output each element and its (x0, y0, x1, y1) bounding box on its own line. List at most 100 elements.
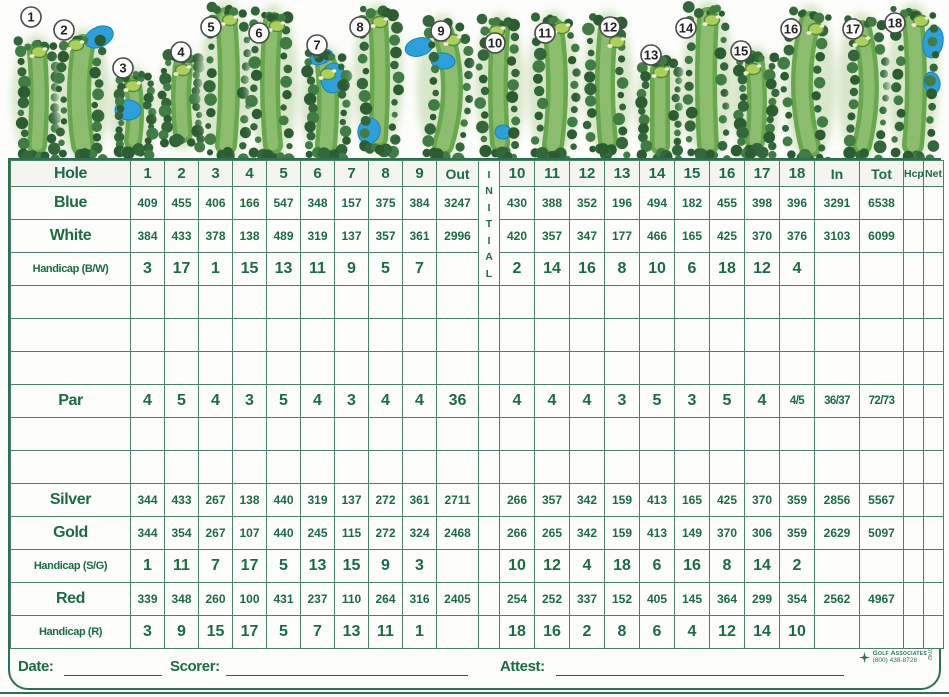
score-cell[interactable] (402, 351, 437, 385)
out-cell[interactable] (436, 549, 479, 583)
score-cell[interactable] (499, 417, 535, 451)
score-cell[interactable] (744, 318, 780, 352)
score-cell[interactable] (744, 351, 780, 385)
score-cell[interactable] (232, 417, 267, 451)
tot-cell[interactable] (859, 285, 904, 319)
initial-cell[interactable] (478, 384, 500, 418)
score-cell[interactable] (266, 285, 301, 319)
score-cell[interactable] (499, 318, 535, 352)
score-cell[interactable] (334, 417, 369, 451)
scorer-line[interactable] (226, 675, 468, 676)
score-cell[interactable] (266, 450, 301, 484)
score-cell[interactable] (334, 450, 369, 484)
score-cell[interactable] (164, 450, 199, 484)
player-name-cell[interactable] (10, 318, 131, 352)
score-cell[interactable] (402, 450, 437, 484)
player-name-cell[interactable] (10, 351, 131, 385)
net-cell[interactable] (923, 450, 944, 484)
score-cell[interactable] (368, 450, 403, 484)
score-cell[interactable] (604, 285, 640, 319)
net-cell[interactable] (923, 582, 944, 616)
score-cell[interactable] (569, 417, 605, 451)
score-cell[interactable] (130, 318, 165, 352)
score-cell[interactable] (334, 351, 369, 385)
hcp-cell[interactable] (903, 615, 924, 649)
score-cell[interactable] (569, 285, 605, 319)
in-cell[interactable] (814, 615, 860, 649)
score-cell[interactable] (232, 351, 267, 385)
hcp-cell[interactable] (903, 351, 924, 385)
score-cell[interactable] (402, 318, 437, 352)
hcp-cell[interactable] (903, 219, 924, 253)
player-name-cell[interactable] (10, 450, 131, 484)
score-cell[interactable] (266, 351, 301, 385)
tot-cell[interactable] (859, 318, 904, 352)
hcp-cell[interactable] (903, 549, 924, 583)
score-cell[interactable] (604, 450, 640, 484)
net-cell[interactable] (923, 318, 944, 352)
score-cell[interactable] (779, 318, 815, 352)
in-cell[interactable] (814, 318, 860, 352)
hcp-cell[interactable] (903, 582, 924, 616)
net-cell[interactable] (923, 351, 944, 385)
score-cell[interactable] (534, 285, 570, 319)
score-cell[interactable] (779, 417, 815, 451)
score-cell[interactable] (534, 417, 570, 451)
in-cell[interactable] (814, 351, 860, 385)
score-cell[interactable] (232, 318, 267, 352)
score-cell[interactable] (198, 318, 233, 352)
score-cell[interactable] (639, 285, 675, 319)
hcp-cell[interactable] (903, 483, 924, 517)
score-cell[interactable] (130, 285, 165, 319)
initial-cell[interactable] (478, 615, 500, 649)
player-name-cell[interactable] (10, 417, 131, 451)
net-cell[interactable] (923, 516, 944, 550)
hcp-cell[interactable] (903, 516, 924, 550)
out-cell[interactable] (436, 417, 479, 451)
hcp-cell[interactable] (903, 285, 924, 319)
score-cell[interactable] (604, 417, 640, 451)
score-cell[interactable] (639, 417, 675, 451)
score-cell[interactable] (604, 318, 640, 352)
score-cell[interactable] (232, 285, 267, 319)
score-cell[interactable] (266, 318, 301, 352)
initial-cell[interactable] (478, 516, 500, 550)
score-cell[interactable] (300, 450, 335, 484)
in-cell[interactable] (814, 285, 860, 319)
score-cell[interactable] (232, 450, 267, 484)
score-cell[interactable] (368, 417, 403, 451)
score-cell[interactable] (368, 351, 403, 385)
out-cell[interactable] (436, 615, 479, 649)
score-cell[interactable] (300, 417, 335, 451)
net-cell[interactable] (923, 219, 944, 253)
score-cell[interactable] (198, 417, 233, 451)
net-cell[interactable] (923, 252, 944, 286)
score-cell[interactable] (334, 318, 369, 352)
in-cell[interactable] (814, 450, 860, 484)
score-cell[interactable] (674, 285, 710, 319)
tot-cell[interactable] (859, 351, 904, 385)
score-cell[interactable] (300, 285, 335, 319)
out-cell[interactable] (436, 318, 479, 352)
score-cell[interactable] (744, 450, 780, 484)
score-cell[interactable] (198, 450, 233, 484)
attest-line[interactable] (556, 675, 844, 676)
score-cell[interactable] (779, 285, 815, 319)
hcp-cell[interactable] (903, 450, 924, 484)
hcp-cell[interactable] (903, 417, 924, 451)
net-cell[interactable] (923, 615, 944, 649)
out-cell[interactable] (436, 285, 479, 319)
score-cell[interactable] (198, 351, 233, 385)
player-name-cell[interactable] (10, 285, 131, 319)
tot-cell[interactable] (859, 450, 904, 484)
initial-cell[interactable] (478, 351, 500, 385)
score-cell[interactable] (164, 351, 199, 385)
score-cell[interactable] (300, 351, 335, 385)
score-cell[interactable] (709, 351, 745, 385)
net-cell[interactable] (923, 549, 944, 583)
score-cell[interactable] (534, 351, 570, 385)
out-cell[interactable] (436, 351, 479, 385)
tot-cell[interactable] (859, 615, 904, 649)
score-cell[interactable] (130, 417, 165, 451)
initial-cell[interactable] (478, 549, 500, 583)
